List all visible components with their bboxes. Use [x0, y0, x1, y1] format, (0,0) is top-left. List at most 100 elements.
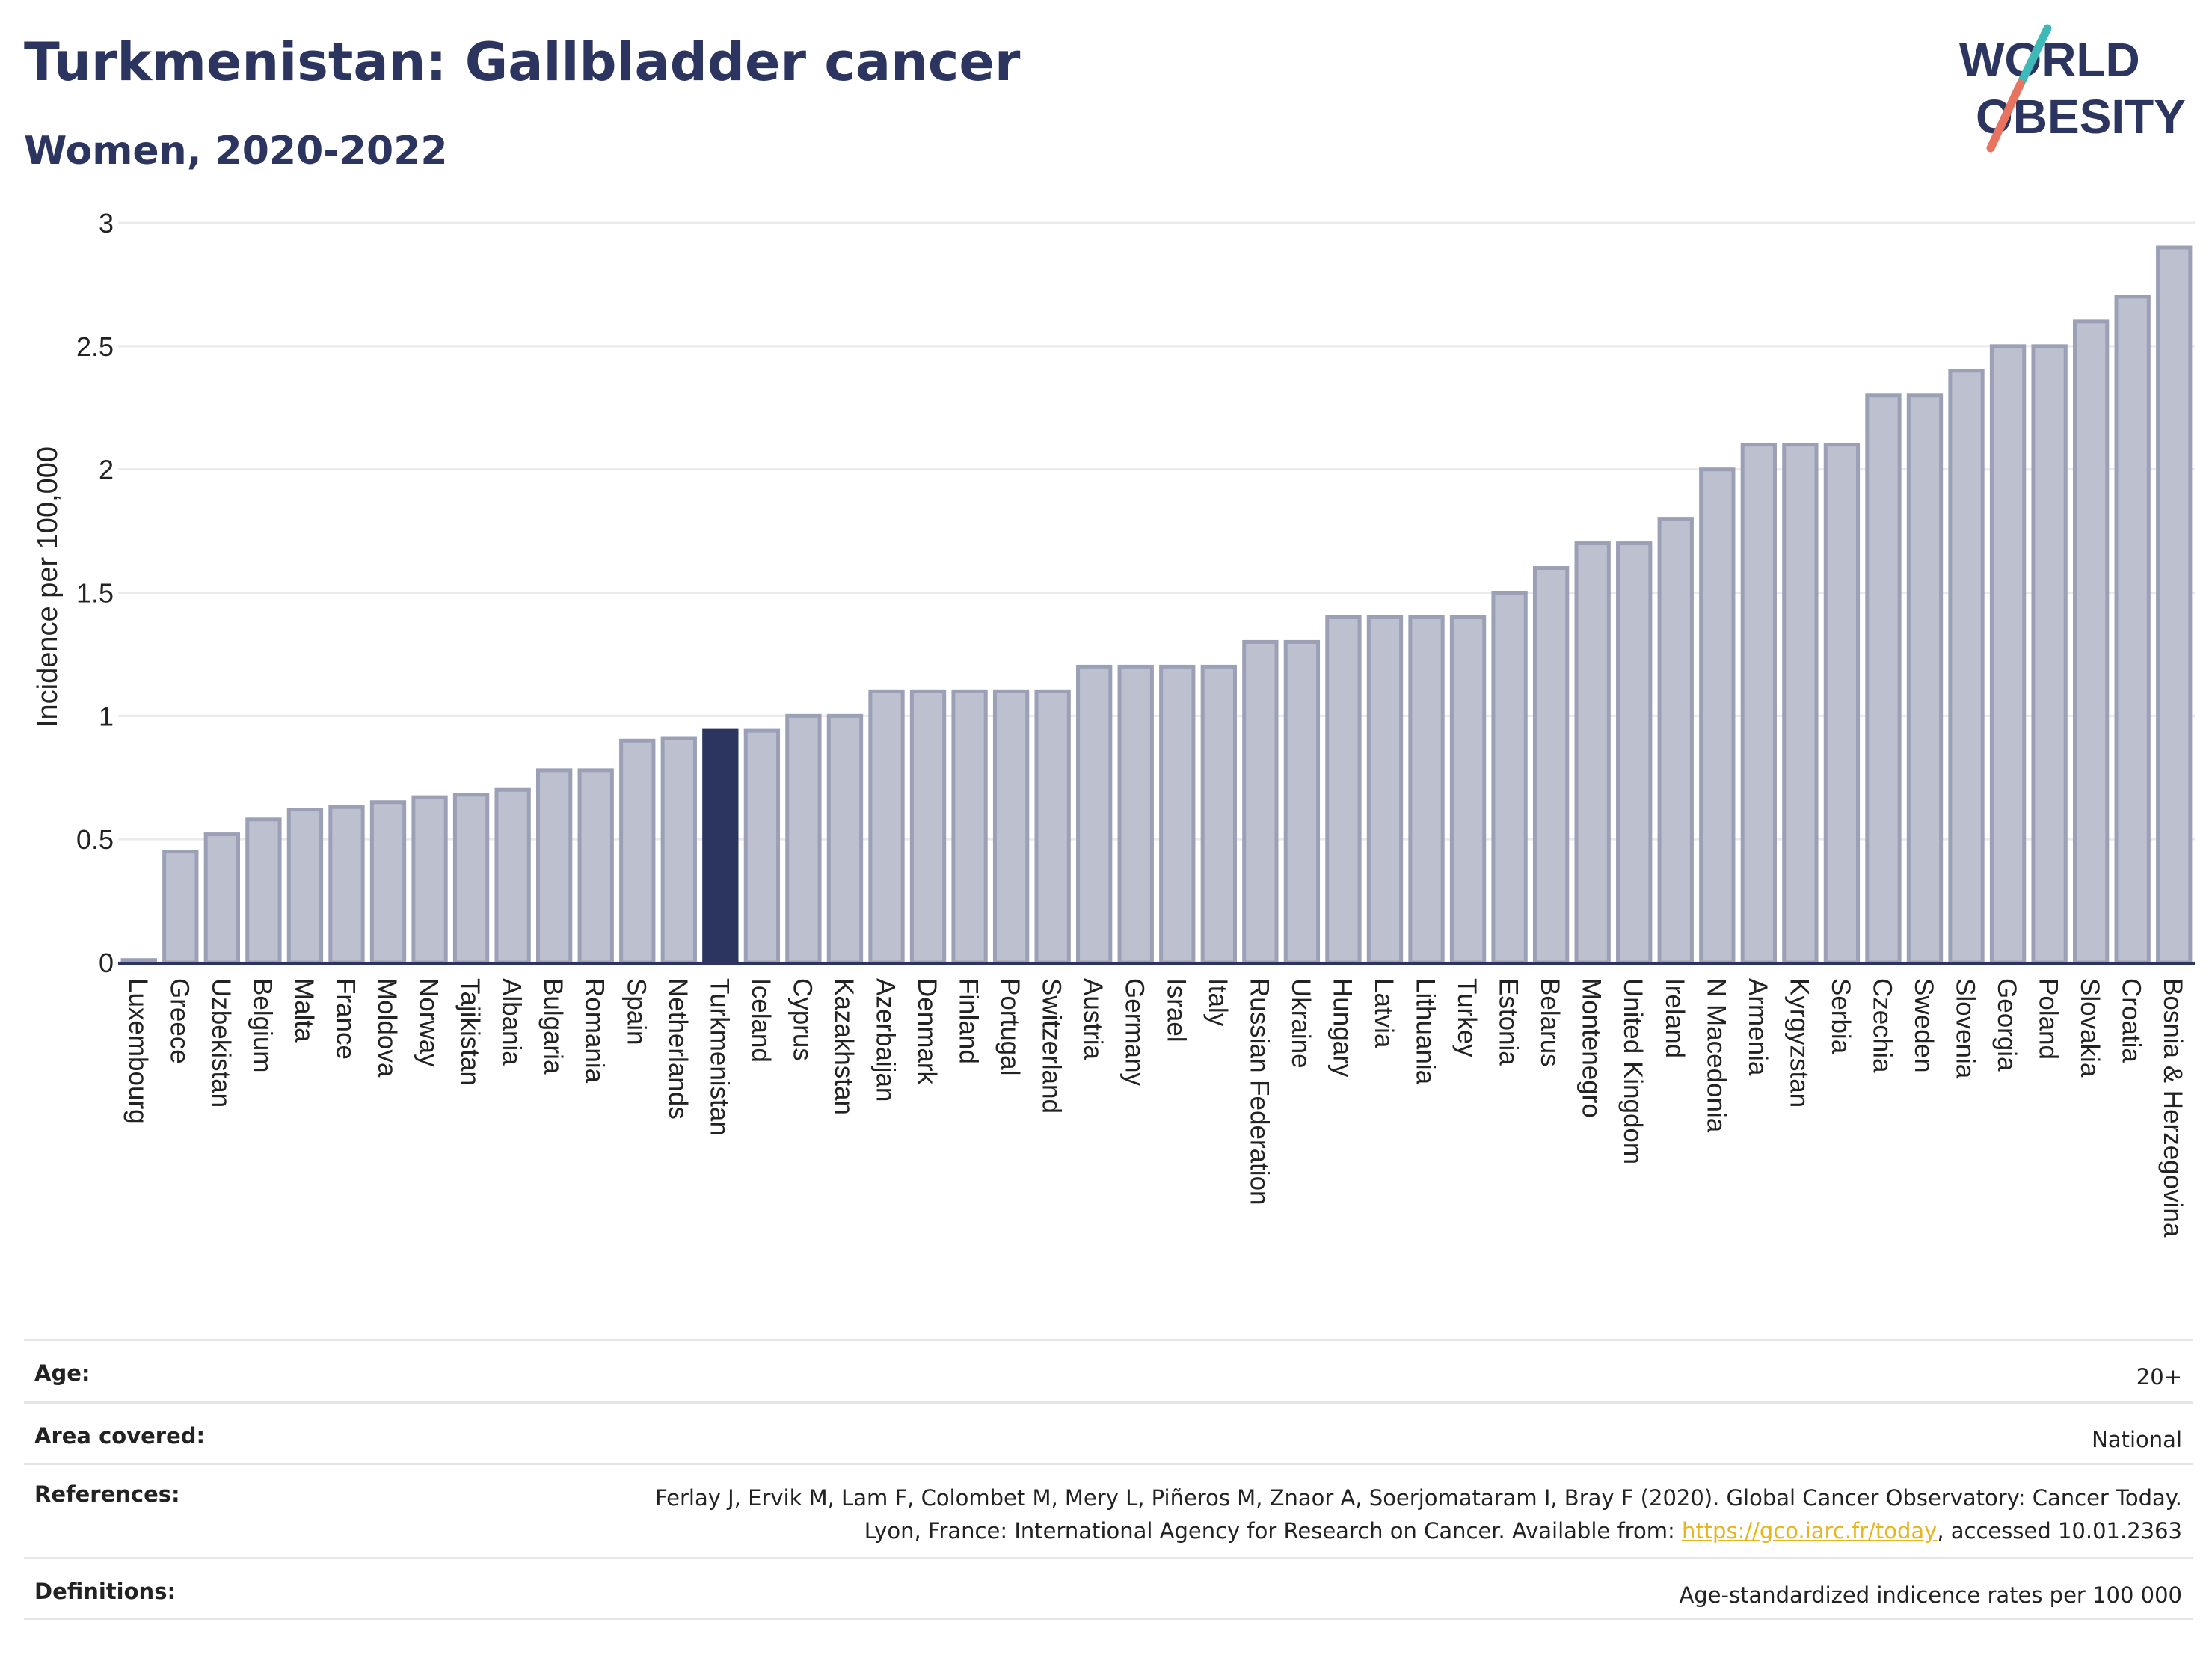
x-tick-label: Montenegro — [1577, 978, 1606, 1118]
x-tick-label: Spain — [621, 978, 651, 1045]
x-tick-label: Norway — [414, 978, 443, 1067]
bar-kyrgyzstan — [1782, 443, 1819, 965]
bar-austria — [1076, 664, 1113, 965]
y-ticks-layer: 0 0.5 1 1.5 2 2.5 3 — [76, 208, 114, 978]
bar-uzbekistan — [203, 832, 241, 965]
x-tick-label: Greece — [165, 978, 194, 1064]
x-tick-label: Finland — [954, 978, 983, 1064]
bar-turkmenistan — [702, 728, 739, 965]
y-tick-label: 2 — [99, 455, 114, 485]
info-row-references: References: Ferlay J, Ervik M, Lam F, Co… — [24, 1463, 2193, 1557]
bar-estonia — [1491, 591, 1528, 965]
references-text: Ferlay J, Ervik M, Lam F, Colombet M, Me… — [655, 1485, 2182, 1544]
bar-poland — [2031, 344, 2068, 965]
x-tick-label: Portugal — [995, 978, 1024, 1075]
bar-ireland — [1657, 517, 1694, 965]
y-tick-label: 3 — [99, 208, 114, 239]
bar-montenegro — [1574, 541, 1611, 965]
page-title: Turkmenistan: Gallbladder cancer — [24, 31, 1021, 93]
bar-czechia — [1865, 393, 1902, 965]
x-tick-label: United Kingdom — [1618, 978, 1647, 1164]
bar-chart: 0 0.5 1 1.5 2 2.5 3 Luxembourg Greece Uzbekistan… — [32, 208, 2195, 1238]
logo-line-1: WORLD — [1959, 33, 2140, 87]
y-tick-label: 2.5 — [76, 331, 114, 362]
world-obesity-logo: WORLD OBESITY — [1959, 24, 2186, 153]
x-tick-label: Luxembourg — [123, 978, 153, 1124]
bar-belarus — [1532, 566, 1570, 965]
bar-tajikistan — [452, 793, 490, 965]
x-tick-label: Estonia — [1494, 978, 1523, 1066]
logo-slash-teal — [2016, 24, 2052, 88]
bar-norway — [411, 795, 448, 965]
x-tick-label: Albania — [497, 978, 526, 1066]
x-tick-label: Switzerland — [1037, 978, 1066, 1114]
bar-slovenia — [1948, 369, 1985, 965]
area-value: National — [2092, 1427, 2182, 1452]
bar-russian-federation — [1242, 639, 1279, 965]
bar-finland — [951, 689, 988, 965]
bar-israel — [1159, 664, 1196, 965]
x-tick-label: Bosnia & Herzegovina — [2158, 978, 2187, 1238]
bar-albania — [494, 787, 531, 965]
area-label: Area covered: — [34, 1423, 206, 1449]
definitions-value: Age-standardized indicence rates per 100… — [1679, 1582, 2182, 1608]
x-tick-label: Azerbaijan — [870, 978, 900, 1102]
references-link[interactable]: https://gco.iarc.fr/today — [1681, 1518, 1938, 1544]
x-tick-label: Turkey — [1452, 978, 1481, 1057]
x-tick-label: Croatia — [2117, 978, 2146, 1063]
definitions-label: Definitions: — [34, 1579, 176, 1604]
y-axis-label: Incidence per 100,000 — [32, 446, 64, 728]
references-value: Ferlay J, Ervik M, Lam F, Colombet M, Me… — [619, 1481, 2182, 1547]
x-tick-label: Russian Federation — [1244, 978, 1274, 1206]
x-tick-label: Denmark — [912, 978, 941, 1084]
x-tick-label: Armenia — [1743, 978, 1772, 1076]
page-subtitle: Women, 2020-2022 — [24, 129, 448, 174]
bar-spain — [619, 738, 656, 965]
bar-latvia — [1366, 615, 1404, 965]
bar-sweden — [1906, 393, 1944, 965]
info-table: Age: 20+ Area covered: National Referenc… — [24, 1339, 2193, 1620]
x-tick-label: Bulgaria — [538, 978, 568, 1075]
x-tick-label: Belgium — [248, 978, 277, 1072]
x-tick-label: Ukraine — [1286, 978, 1315, 1069]
x-tick-label: Malta — [289, 978, 319, 1043]
bar-malta — [286, 808, 324, 965]
bar-ukraine — [1283, 639, 1321, 965]
x-tick-label: Kazakhstan — [829, 978, 858, 1115]
x-tick-label: Germany — [1120, 978, 1149, 1086]
bar-denmark — [909, 689, 947, 965]
bar-bulgaria — [536, 768, 573, 965]
bar-germany — [1117, 664, 1154, 965]
x-tick-label: Austria — [1078, 978, 1107, 1060]
x-tick-label: Slovenia — [1951, 978, 1980, 1079]
info-row-definitions: Definitions: Age-standardized indicence … — [24, 1557, 2193, 1620]
x-ticks-layer: Luxembourg Greece Uzbekistan Belgium Malta Fr… — [123, 978, 2187, 1238]
bar-romania — [577, 768, 614, 965]
x-tick-label: Italy — [1203, 978, 1232, 1027]
bar-netherlands — [660, 736, 697, 965]
x-tick-label: Netherlands — [663, 978, 692, 1120]
bar-italy — [1200, 664, 1237, 965]
x-tick-label: Slovakia — [2075, 978, 2104, 1078]
bar-azerbaijan — [868, 689, 905, 965]
references-label: References: — [34, 1481, 180, 1507]
x-tick-label: Tajikistan — [455, 978, 485, 1086]
info-row-area: Area covered: National — [24, 1401, 2193, 1463]
bar-hungary — [1325, 615, 1362, 965]
bar-kazakhstan — [826, 713, 864, 965]
x-tick-label: Kyrgyzstan — [1784, 978, 1813, 1108]
bar-georgia — [1989, 344, 2027, 965]
x-tick-label: France — [331, 978, 360, 1060]
bar-greece — [162, 850, 199, 965]
x-tick-label: Cyprus — [787, 978, 817, 1061]
x-tick-label: Uzbekistan — [206, 978, 236, 1108]
age-value: 20+ — [2136, 1364, 2182, 1390]
age-label: Age: — [34, 1360, 90, 1386]
x-tick-label: Sweden — [1909, 978, 1938, 1072]
x-tick-label: Serbia — [1826, 978, 1855, 1054]
logo-slash-coral — [1986, 79, 2025, 153]
references-accessed: , accessed 10.01.2363 — [1937, 1518, 2182, 1544]
bar-switzerland — [1034, 689, 1071, 965]
x-tick-label: Romania — [580, 978, 609, 1084]
x-tick-label: Israel — [1161, 978, 1191, 1043]
